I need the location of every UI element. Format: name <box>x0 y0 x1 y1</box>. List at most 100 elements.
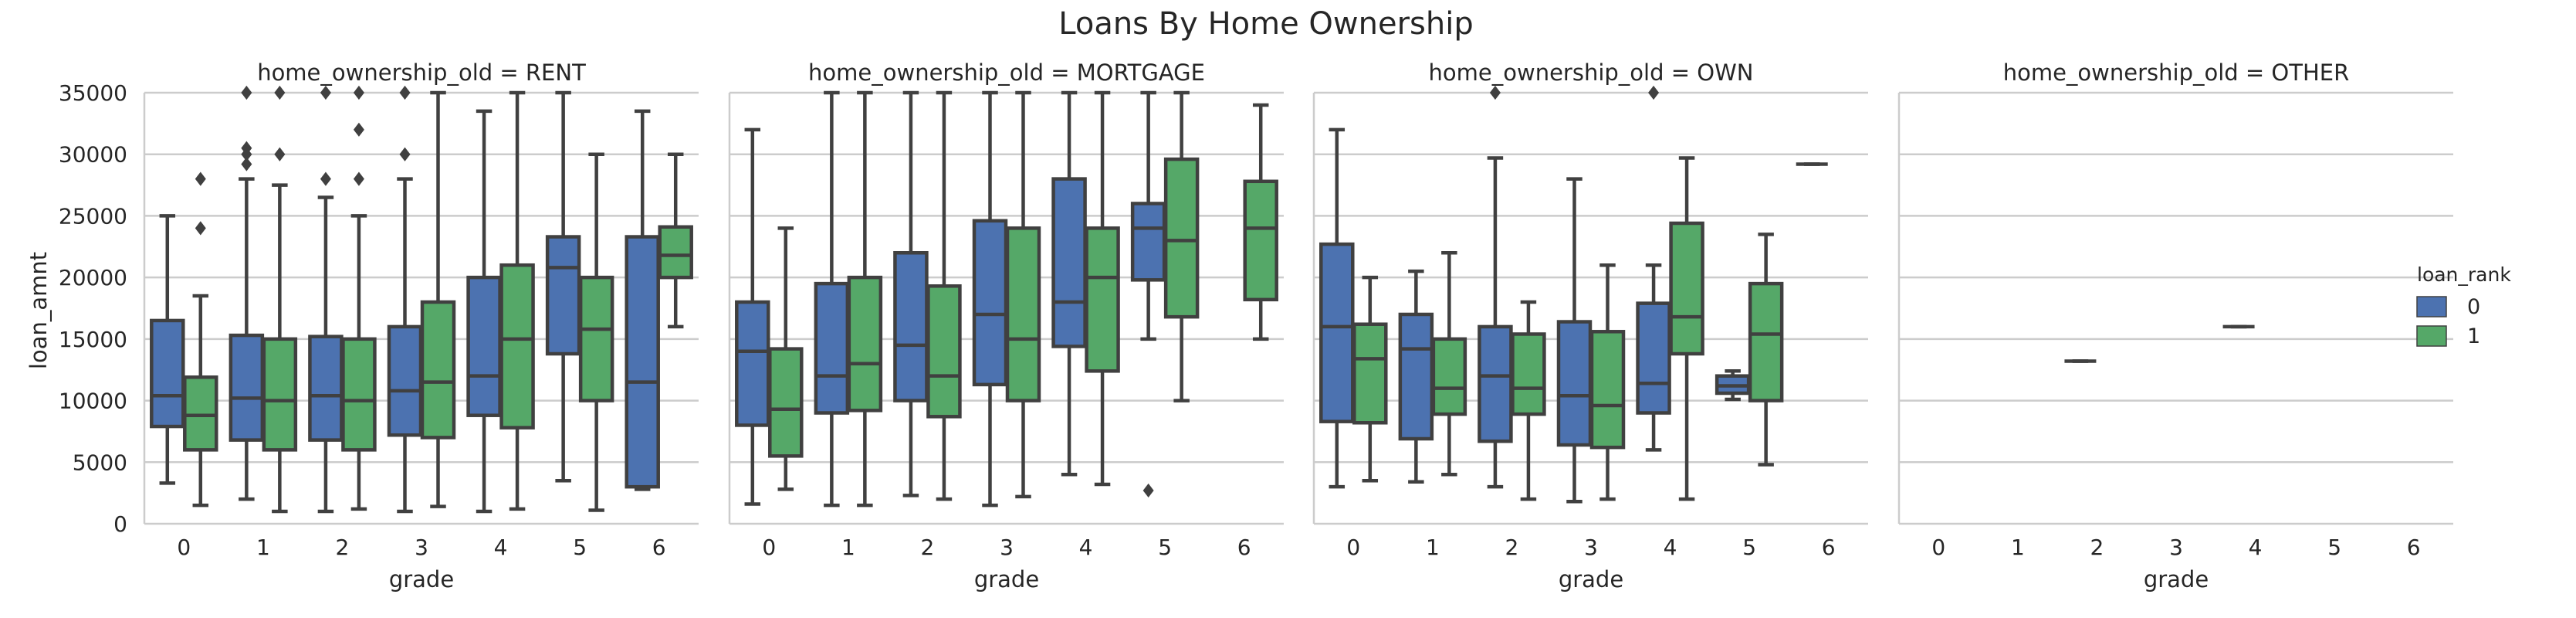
facet-panel-mortgage: home_ownership_old = MORTGAGE 0 1 2 3 4 5 6 grad… <box>728 59 1284 593</box>
box-grade-2-rank-1 <box>926 90 962 501</box>
x-tick-label: 0 <box>1346 535 1360 560</box>
outlier-point <box>353 122 364 137</box>
panel-title: home_ownership_old = OWN <box>1429 59 1754 86</box>
x-tick-label: 3 <box>1584 535 1598 560</box>
box-body <box>893 251 929 402</box>
y-tick-label: 5000 <box>73 450 127 475</box>
x-tick-label: 1 <box>256 535 270 560</box>
chart-title: Loans By Home Ownership <box>1058 6 1473 42</box>
outlier-point <box>195 221 206 236</box>
x-tick-label: 6 <box>1237 535 1251 560</box>
legend-swatch-0 <box>2416 296 2447 317</box>
box-grade-5-rank-1 <box>1748 233 1784 467</box>
box-body <box>625 235 660 489</box>
box-grade-2-rank-1 <box>341 85 377 511</box>
outlier-point <box>1142 483 1154 498</box>
box-body <box>545 235 581 356</box>
box-body <box>1556 320 1593 447</box>
legend-title: loan_rank <box>2417 263 2511 286</box>
y-axis-label: loan_amnt <box>25 252 52 369</box>
box-body <box>1589 330 1626 450</box>
x-tick-label: 1 <box>841 535 855 560</box>
outlier-point <box>399 85 411 100</box>
box-grade-2-rank-1 <box>1511 300 1546 501</box>
y-tick-label: 25000 <box>59 203 127 229</box>
box-body <box>183 375 218 452</box>
outlier-point <box>1648 85 1660 100</box>
box-body <box>1085 226 1120 373</box>
box-grade-4-rank-1 <box>499 90 535 511</box>
facet-panel-own: home_ownership_old = OWN 0 1 2 3 4 5 6 grade <box>1312 59 1868 593</box>
legend-swatch-1 <box>2416 325 2447 347</box>
x-tick-label: 6 <box>1822 535 1836 560</box>
x-axis-label: grade <box>974 566 1039 593</box>
box-body <box>308 334 344 442</box>
x-tick-label: 3 <box>415 535 428 560</box>
box-grade-3-rank-1 <box>420 90 456 508</box>
box-body <box>499 263 535 430</box>
x-tick-label: 5 <box>2327 535 2341 560</box>
box-body <box>1511 332 1546 416</box>
box-grade-4-rank-1 <box>1669 156 1704 501</box>
box-grade-1-rank-1 <box>847 90 883 508</box>
x-tick-label: 6 <box>2407 535 2421 560</box>
x-tick-label: 5 <box>573 535 587 560</box>
box-grade-0-rank-1 <box>768 226 804 491</box>
facet-panel-rent: home_ownership_old = RENT 0 1 2 3 4 5 6 grade 0 50… <box>59 59 699 593</box>
x-tick-label: 1 <box>1426 535 1440 560</box>
box-grade-4-rank-0 <box>466 109 502 514</box>
x-tick-label: 3 <box>1000 535 1014 560</box>
box-body <box>1352 322 1388 425</box>
x-tick-label: 6 <box>652 535 666 560</box>
box-grade-3-rank-0 <box>1556 177 1593 504</box>
box-body <box>466 275 502 417</box>
box-grade-0-rank-1 <box>1352 275 1388 483</box>
box-body <box>1669 221 1704 356</box>
panel-title: home_ownership_old = MORTGAGE <box>808 59 1205 86</box>
box-body <box>1431 337 1467 416</box>
x-axis-label: grade <box>2144 566 2209 593</box>
box-grade-1-rank-0 <box>1398 269 1434 484</box>
box-grade-4-rank-1 <box>1085 90 1120 487</box>
box-body <box>262 337 298 452</box>
outlier-point <box>241 85 252 100</box>
box-body <box>578 275 614 402</box>
box-body <box>768 347 804 458</box>
x-tick-label: 2 <box>921 535 935 560</box>
x-axis-label: grade <box>1559 566 1623 593</box>
x-tick-label: 2 <box>1505 535 1519 560</box>
box-body <box>1163 157 1200 319</box>
outlier-point <box>274 85 286 100</box>
box-grade-6-rank-0 <box>625 109 660 491</box>
x-axis-label: grade <box>389 566 454 593</box>
x-tick-label: 0 <box>177 535 191 560</box>
outlier-point <box>1489 85 1501 100</box>
x-tick-label: 0 <box>1931 535 1945 560</box>
box-body <box>1005 226 1041 402</box>
x-tick-label: 0 <box>762 535 776 560</box>
y-tick-label: 30000 <box>59 142 127 168</box>
box-body <box>228 333 265 442</box>
box-grade-5-rank-0 <box>545 90 581 483</box>
box-grade-5-rank-0 <box>1715 369 1751 402</box>
facet-panel-other: home_ownership_old = OTHER 0 1 2 3 4 5 6 grade <box>1897 59 2453 593</box>
box-body <box>926 284 962 419</box>
x-tick-label: 5 <box>1742 535 1756 560</box>
box-grade-5-rank-1 <box>578 152 614 512</box>
box-body <box>1319 242 1355 423</box>
box-grade-0-rank-0 <box>735 127 770 506</box>
box-grade-0-rank-1 <box>183 171 218 508</box>
box-grade-0-rank-0 <box>150 214 185 485</box>
box-body <box>420 300 456 440</box>
box-body <box>972 219 1008 387</box>
box-grade-1-rank-0 <box>228 85 265 501</box>
box-body <box>1398 312 1434 441</box>
box-body <box>1051 177 1087 348</box>
y-tick-label: 15000 <box>59 327 127 352</box>
box-body <box>735 300 770 427</box>
box-grade-1-rank-1 <box>262 85 298 514</box>
outlier-point <box>241 141 252 155</box>
outlier-point <box>274 147 286 161</box>
box-grade-1-rank-0 <box>814 90 850 508</box>
